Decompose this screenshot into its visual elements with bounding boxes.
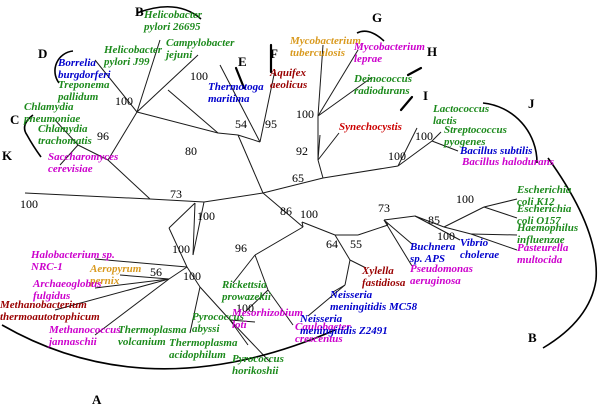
svg-text:73: 73 [378, 201, 390, 215]
svg-text:55: 55 [350, 237, 362, 251]
svg-text:96: 96 [97, 129, 109, 143]
svg-text:65: 65 [292, 171, 304, 185]
svg-text:100: 100 [415, 129, 433, 143]
svg-text:100: 100 [197, 209, 215, 223]
svg-text:95: 95 [265, 117, 277, 131]
svg-text:54: 54 [235, 117, 247, 131]
svg-text:73: 73 [170, 187, 182, 201]
svg-text:80: 80 [185, 144, 197, 158]
svg-text:56: 56 [150, 265, 162, 279]
svg-text:100: 100 [20, 197, 38, 211]
svg-text:100: 100 [115, 94, 133, 108]
svg-text:100: 100 [190, 69, 208, 83]
svg-text:85: 85 [428, 213, 440, 227]
svg-text:96: 96 [235, 241, 247, 255]
svg-text:86: 86 [280, 204, 292, 218]
svg-text:100: 100 [388, 149, 406, 163]
svg-text:92: 92 [296, 144, 308, 158]
svg-text:100: 100 [296, 107, 314, 121]
svg-text:64: 64 [326, 237, 338, 251]
svg-text:100: 100 [300, 207, 318, 221]
svg-text:100: 100 [183, 269, 201, 283]
svg-text:100: 100 [456, 192, 474, 206]
svg-text:100: 100 [172, 242, 190, 256]
